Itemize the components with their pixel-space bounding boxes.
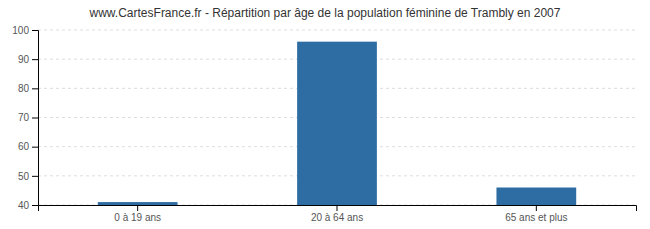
y-tick-label: 80 <box>18 83 30 94</box>
y-tick: 80 <box>18 83 38 94</box>
y-tick-mark <box>32 30 38 31</box>
y-tick-label: 40 <box>18 200 30 211</box>
y-tick: 70 <box>18 112 38 123</box>
x-tick: 65 ans et plus <box>505 205 567 223</box>
y-tick-mark <box>32 176 38 177</box>
bar <box>98 202 178 205</box>
y-axis: 40 50 60 70 80 90 100 <box>12 25 38 211</box>
y-tick-mark <box>32 147 38 148</box>
y-tick: 40 <box>18 200 38 211</box>
bar <box>297 42 377 205</box>
x-tick-mark <box>137 205 138 211</box>
y-tick-label: 100 <box>12 25 29 36</box>
y-tick-label: 70 <box>18 112 30 123</box>
y-axis-line <box>32 31 39 206</box>
y-tick: 60 <box>18 141 38 152</box>
bars <box>98 42 576 205</box>
x-tick-label: 0 à 19 ans <box>114 212 161 223</box>
x-tick-mark <box>337 205 338 211</box>
y-tick-label: 50 <box>18 171 30 182</box>
y-tick: 100 <box>12 25 38 36</box>
grid-line <box>38 30 636 31</box>
x-tick: 20 à 64 ans <box>311 205 363 223</box>
x-tick: 0 à 19 ans <box>114 205 161 223</box>
x-tick-label: 65 ans et plus <box>505 212 567 223</box>
plot-area: 40 50 60 70 80 90 100 0 à 19 ans 20 à 64 ans 65 a… <box>12 25 636 229</box>
y-tick: 90 <box>18 54 38 65</box>
y-tick-label: 90 <box>18 54 30 65</box>
y-tick-mark <box>32 88 38 89</box>
y-tick-mark <box>32 118 38 119</box>
chart-svg: www.CartesFrance.fr - Répartition par âg… <box>0 0 650 229</box>
bar <box>496 188 576 206</box>
chart-title: www.CartesFrance.fr - Répartition par âg… <box>89 6 561 20</box>
y-tick: 50 <box>18 171 38 182</box>
x-axis-line <box>39 206 637 212</box>
y-tick-mark <box>32 205 38 206</box>
x-axis: 0 à 19 ans 20 à 64 ans 65 ans et plus <box>39 205 637 223</box>
x-tick-mark <box>536 205 537 211</box>
chart-container: www.CartesFrance.fr - Répartition par âg… <box>0 0 650 229</box>
y-tick-label: 60 <box>18 141 30 152</box>
x-tick-label: 20 à 64 ans <box>311 212 363 223</box>
y-tick-mark <box>32 59 38 60</box>
